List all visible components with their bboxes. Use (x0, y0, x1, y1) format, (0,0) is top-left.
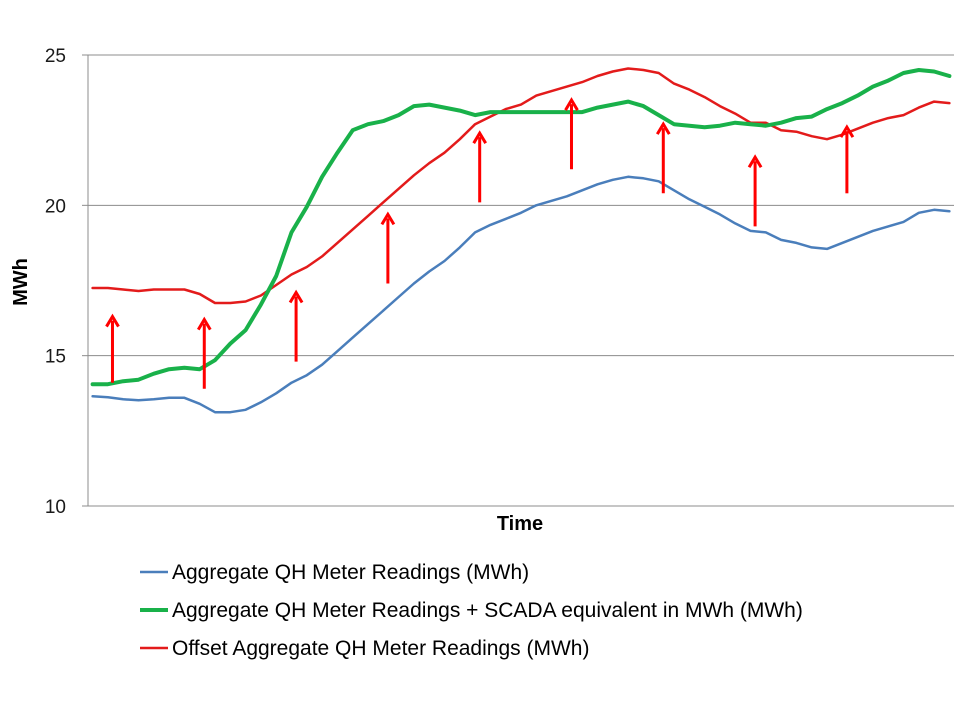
legend: Aggregate QH Meter Readings (MWh) Aggrega… (140, 561, 803, 660)
offset-arrow (747, 154, 763, 227)
arrow-head (105, 313, 120, 328)
arrow-head (839, 124, 855, 138)
legend-label: Offset Aggregate QH Meter Readings (MWh) (172, 637, 589, 660)
legend-label: Aggregate QH Meter Readings + SCADA equi… (172, 599, 803, 622)
x-axis-title: Time (497, 513, 543, 535)
arrow-head (380, 211, 396, 226)
arrow-head (656, 121, 671, 135)
axes: 10 15 20 25 (45, 46, 954, 518)
offset-arrow (196, 316, 212, 389)
arrow-head (196, 316, 212, 331)
arrow-head (288, 289, 304, 304)
arrow-head (564, 97, 579, 111)
y-tick-label: 15 (45, 347, 66, 368)
series-lines (90, 67, 952, 414)
offset-arrow (656, 121, 671, 194)
y-tick-label: 20 (45, 196, 66, 217)
arrow-head (472, 130, 487, 144)
offset-arrow (472, 130, 487, 203)
arrow-head (747, 154, 763, 168)
y-tick-label: 25 (45, 46, 66, 67)
offset-arrow (564, 97, 579, 170)
y-axis-title: MWh (10, 258, 32, 306)
offset-arrow (105, 313, 120, 383)
offset-arrow (380, 211, 396, 284)
offset-arrows (105, 97, 855, 389)
offset-arrow (839, 124, 855, 194)
series-line-1 (91, 175, 951, 414)
legend-entry-1: Aggregate QH Meter Readings (MWh) (140, 561, 529, 584)
series-line-2 (90, 68, 952, 387)
series-line-3 (91, 67, 951, 305)
y-tick-label: 10 (45, 497, 66, 518)
offset-arrow (288, 289, 304, 362)
legend-entry-3: Offset Aggregate QH Meter Readings (MWh) (140, 637, 589, 660)
legend-entry-2: Aggregate QH Meter Readings + SCADA equi… (140, 599, 803, 622)
gridlines (88, 54, 954, 357)
legend-label: Aggregate QH Meter Readings (MWh) (172, 561, 529, 584)
